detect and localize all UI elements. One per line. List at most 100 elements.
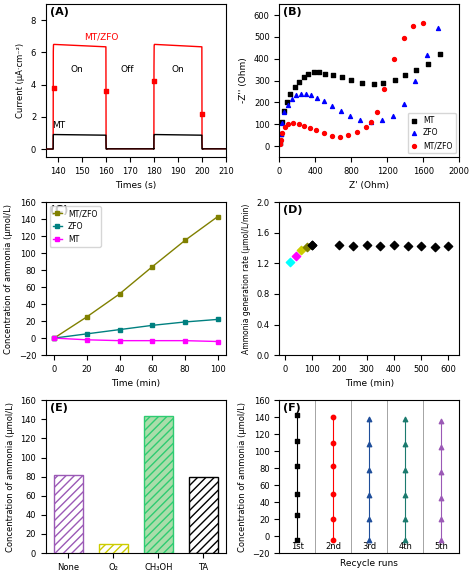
MT/ZFO [51,335,57,342]
ZFO [292,91,300,100]
Point [365,465,373,475]
MT/ZFO [362,122,370,131]
FancyBboxPatch shape [144,416,173,553]
X-axis label: Z' (Ohm): Z' (Ohm) [349,181,389,190]
MT/ZFO [301,121,308,130]
ZFO [337,106,345,115]
MT/ZFO [117,290,122,297]
Point [418,241,425,251]
MT [215,338,220,345]
MT/ZFO [295,120,302,129]
ZFO [284,100,292,109]
Point [365,514,373,524]
ZFO [346,111,354,120]
Point [438,417,445,426]
MT [321,69,329,78]
ZFO [51,335,57,342]
Text: Off: Off [121,65,134,74]
MT [277,130,284,139]
ZFO [411,76,419,85]
ZFO [313,93,321,103]
MT [286,89,294,98]
MT [424,60,432,69]
MT [149,337,155,344]
MT/ZFO [336,132,344,141]
MT [117,337,122,344]
Text: MT/ZFO: MT/ZFO [84,33,118,41]
ZFO [378,116,386,125]
MT [300,73,308,82]
Line: MT/ZFO: MT/ZFO [52,214,220,340]
Point [198,109,205,118]
Point [293,437,301,446]
Text: MT: MT [52,121,65,130]
MT/ZFO [306,123,314,132]
Point [401,491,409,500]
MT [329,70,337,79]
MT [182,337,188,344]
ZFO [356,115,364,124]
Text: (B): (B) [283,7,301,17]
Point [329,489,337,498]
X-axis label: Times (s): Times (s) [115,181,156,190]
MT/ZFO [344,131,352,140]
Point [365,414,373,423]
X-axis label: Time (min): Time (min) [345,380,394,388]
Point [363,240,371,249]
MT [304,70,312,79]
Point [293,536,301,545]
FancyBboxPatch shape [99,544,128,553]
Y-axis label: Concentration of ammonia (μmol/L): Concentration of ammonia (μmol/L) [6,401,15,552]
MT [370,79,378,89]
ZFO [302,89,310,98]
ZFO [117,326,122,333]
Point [438,536,445,545]
MT [347,75,355,85]
MT/ZFO [284,119,292,128]
MT [391,75,398,84]
MT/ZFO [149,263,155,270]
ZFO [84,331,90,338]
Point [329,412,337,422]
Text: On: On [172,65,184,74]
ZFO [423,51,431,60]
Point [329,438,337,448]
MT [84,336,90,343]
Point [298,245,305,254]
Point [303,242,310,251]
Y-axis label: Current (μA·cm⁻²): Current (μA·cm⁻²) [16,43,25,118]
ZFO [320,97,328,106]
Text: 3rd: 3rd [362,543,376,551]
Point [309,240,316,249]
MT/ZFO [276,140,283,149]
MT [401,70,409,79]
Text: 2nd: 2nd [326,543,341,551]
MT/ZFO [281,122,289,131]
Point [401,514,409,524]
MT/ZFO [290,119,297,128]
MT [358,78,366,88]
MT [379,78,387,88]
Point [401,536,409,545]
ZFO [434,24,442,33]
Point [438,514,445,524]
MT/ZFO [373,108,380,117]
Point [293,462,301,471]
Legend: MT/ZFO, ZFO, MT: MT/ZFO, ZFO, MT [50,206,100,247]
MT [291,82,299,92]
MT/ZFO [380,85,388,94]
MT [280,107,288,116]
MT [338,73,346,82]
MT/ZFO [328,131,336,141]
Point [102,86,109,96]
ZFO [182,319,188,325]
MT [278,118,286,127]
MT [276,138,283,147]
MT/ZFO [419,18,427,27]
FancyBboxPatch shape [54,475,83,553]
MT/ZFO [312,126,320,135]
X-axis label: Recycle runs: Recycle runs [340,559,398,568]
ZFO [278,119,286,128]
Point [401,465,409,475]
MT/ZFO [182,237,188,244]
